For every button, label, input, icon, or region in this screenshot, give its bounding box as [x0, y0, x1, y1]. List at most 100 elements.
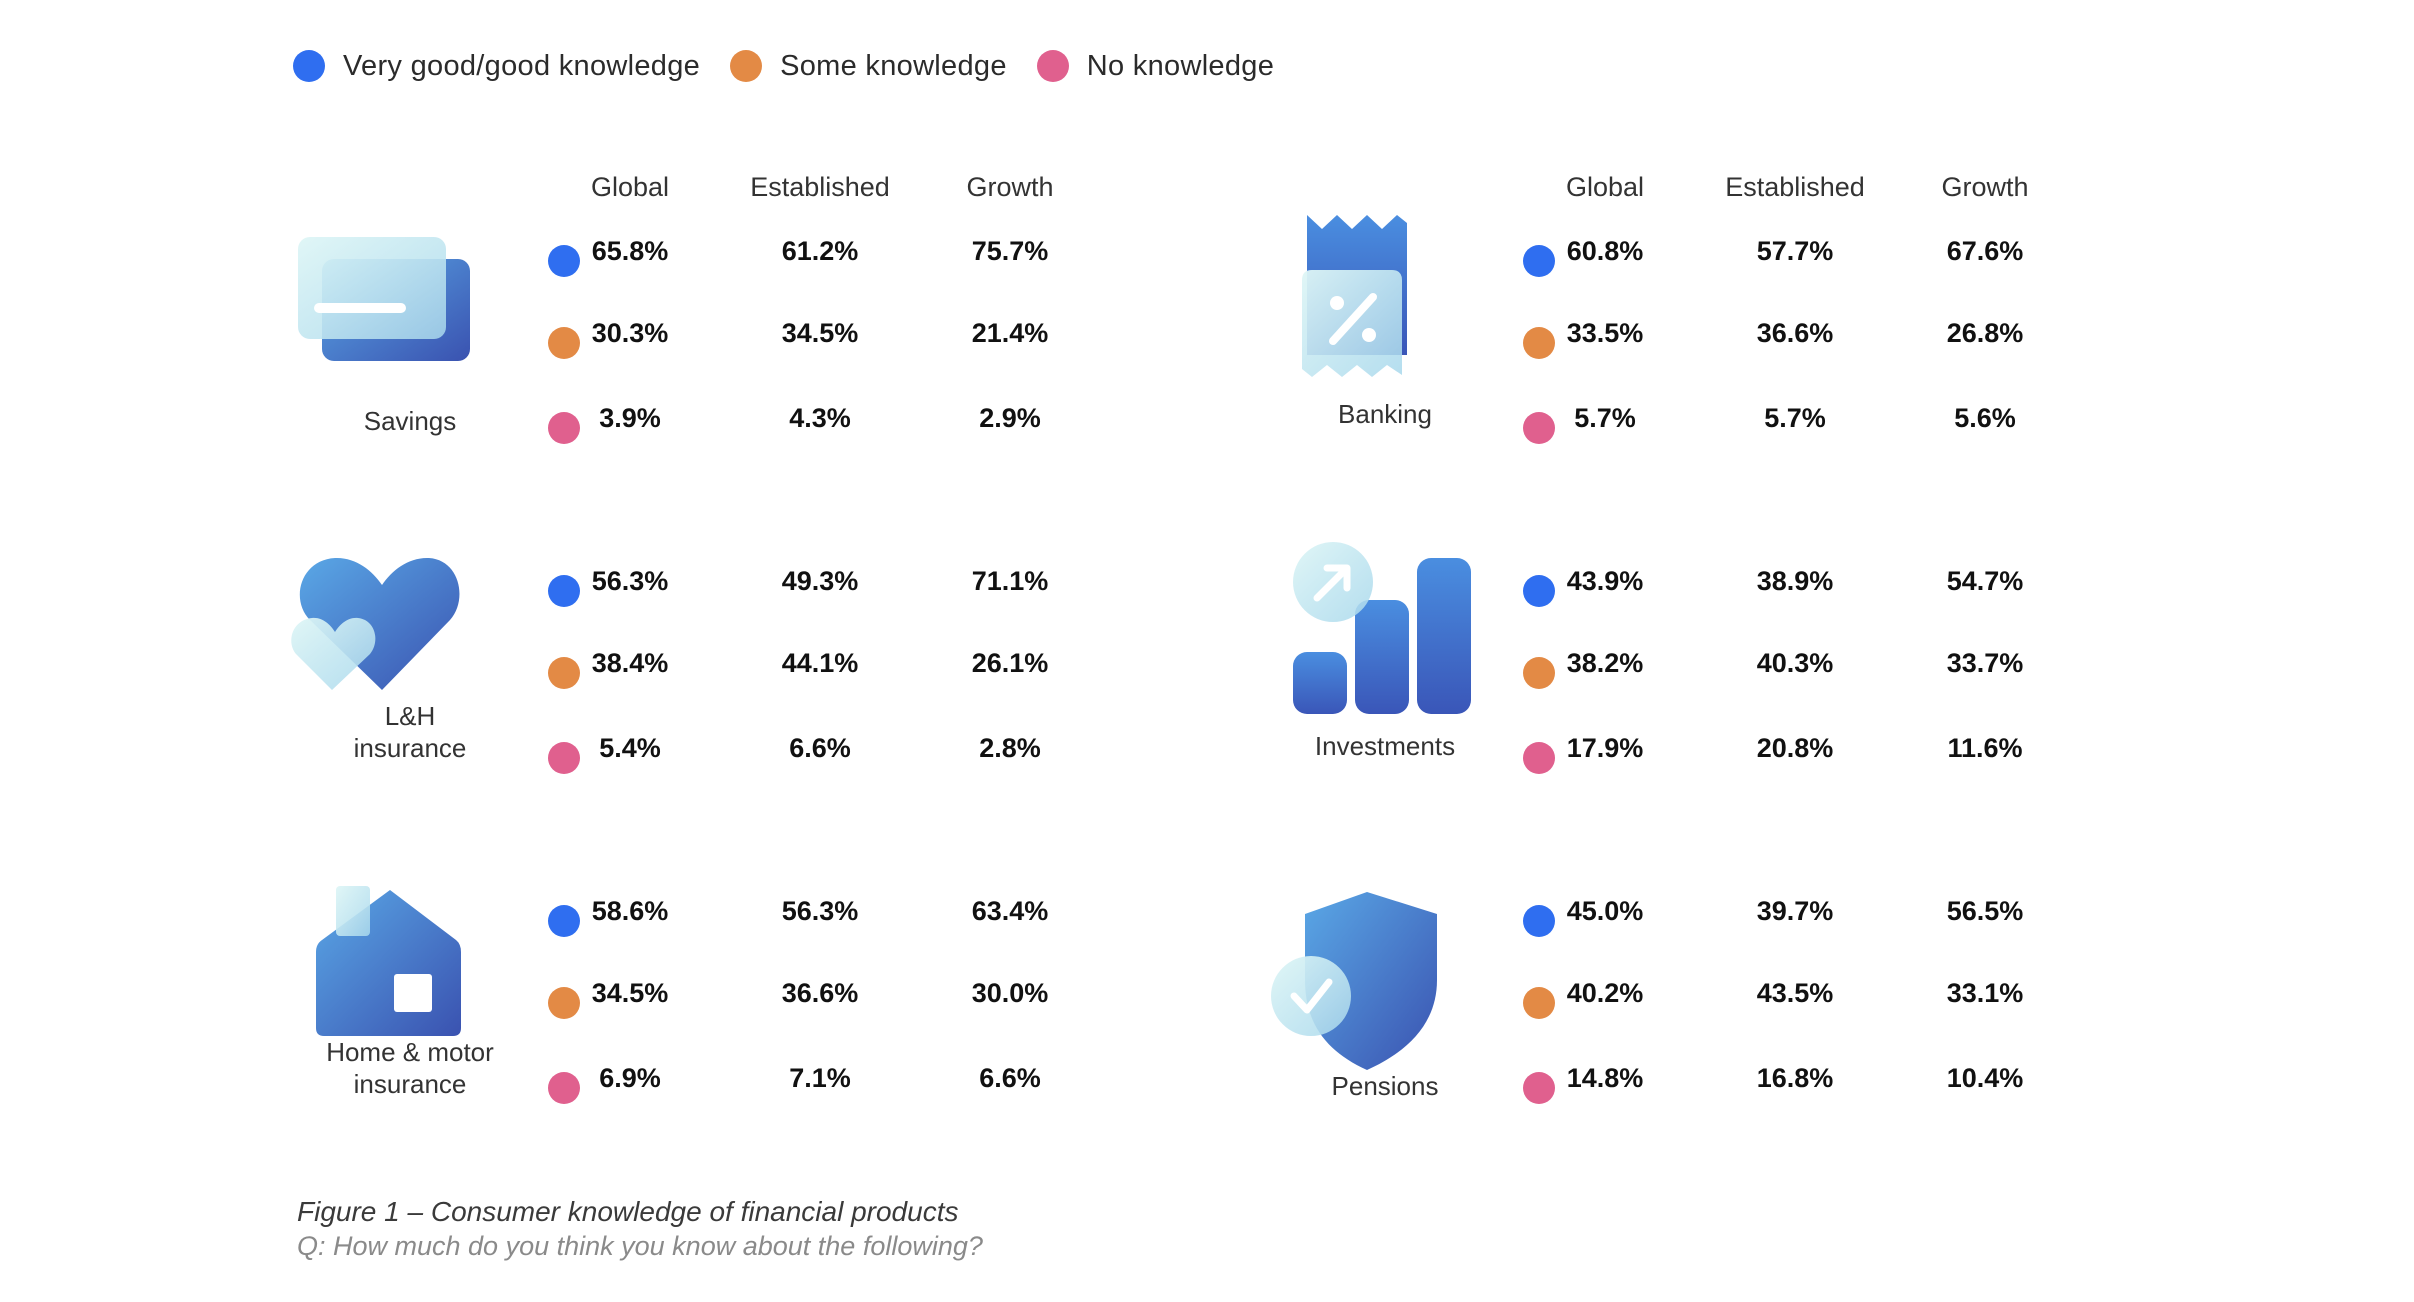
value-cell: 26.8% — [1946, 318, 2024, 348]
row-level-dot — [548, 657, 580, 689]
row-level-dot — [548, 987, 580, 1019]
value-cell: 34.5% — [591, 978, 669, 1008]
value-cell: 16.8% — [1756, 1063, 1834, 1093]
house-icon — [316, 886, 461, 1036]
value-cell: 17.9% — [1566, 733, 1644, 763]
legend-label-some: Some knowledge — [780, 49, 1007, 82]
column-header: Global — [1565, 172, 1645, 202]
value-cell: 3.9% — [599, 403, 661, 433]
row-level-dot — [548, 905, 580, 937]
legend-dot-some — [730, 50, 763, 82]
value-cell: 5.7% — [1574, 403, 1636, 433]
column-header: Established — [1725, 172, 1865, 202]
value-cell: 56.3% — [591, 566, 669, 596]
value-cell: 4.3% — [789, 403, 851, 433]
value-cell: 43.5% — [1756, 978, 1834, 1008]
value-cell: 54.7% — [1946, 566, 2024, 596]
value-cell: 58.6% — [591, 896, 669, 926]
credit-card-icon — [298, 237, 470, 361]
value-cell: 60.8% — [1566, 236, 1644, 266]
value-cell: 6.6% — [979, 1063, 1041, 1093]
category-label: Investments — [1314, 731, 1456, 761]
value-cell: 30.0% — [971, 978, 1049, 1008]
value-cell: 33.5% — [1566, 318, 1644, 348]
value-cell: 2.8% — [979, 733, 1041, 763]
row-level-dot — [1523, 742, 1555, 774]
column-header: Established — [750, 172, 890, 202]
value-cell: 63.4% — [971, 896, 1049, 926]
value-cell: 65.8% — [591, 236, 669, 266]
value-cell: 44.1% — [781, 648, 859, 678]
category-icon-wrap: Banking — [1255, 160, 1555, 490]
value-cell: 36.6% — [781, 978, 859, 1008]
value-cell: 49.3% — [781, 566, 859, 596]
legend-item-none: No knowledge — [1036, 49, 1275, 83]
value-cell: 34.5% — [781, 318, 859, 348]
value-cell: 38.2% — [1566, 648, 1644, 678]
value-cell: 75.7% — [971, 236, 1049, 266]
category-label: Banking — [1338, 399, 1432, 429]
row-level-dot — [1523, 987, 1555, 1019]
value-cell: 43.9% — [1566, 566, 1644, 596]
value-cell: 40.3% — [1756, 648, 1834, 678]
row-level-dot — [1523, 905, 1555, 937]
row-level-dot — [548, 327, 580, 359]
value-cell: 45.0% — [1566, 896, 1644, 926]
category-icon-wrap: Savings — [280, 160, 580, 490]
value-cell: 14.8% — [1566, 1063, 1644, 1093]
row-level-dot — [548, 412, 580, 444]
value-cell: 7.1% — [789, 1063, 851, 1093]
bar-chart-icon — [1293, 542, 1471, 714]
value-cell: 5.4% — [599, 733, 661, 763]
caption-question: Q: How much do you think you know about … — [297, 1231, 983, 1261]
value-cell: 39.7% — [1756, 896, 1834, 926]
row-level-dot — [1523, 245, 1555, 277]
category-panel: Banking Global Established Growth 60.8% 57.7%… — [1255, 160, 2255, 490]
legend-label-none: No knowledge — [1086, 49, 1275, 82]
category-label: L&H insurance — [353, 701, 467, 763]
value-cell: 11.6% — [1947, 733, 2023, 763]
column-header: Growth — [1941, 172, 2029, 202]
category-panel: Home & motor insurance 58.6% 56.3% 63.4% 34.… — [280, 820, 1280, 1150]
row-level-dot — [1523, 575, 1555, 607]
category-icon-wrap: Pensions — [1255, 820, 1555, 1150]
value-cell: 10.4% — [1946, 1063, 2024, 1093]
legend-item-some: Some knowledge — [730, 50, 1007, 83]
heart-icon — [291, 557, 460, 690]
row-level-dot — [1523, 657, 1555, 689]
column-header: Global — [590, 172, 670, 202]
row-level-dot — [1523, 412, 1555, 444]
category-panel: L&H insurance 56.3% 49.3% 71.1% 38.4% 44.1% 26… — [280, 490, 1280, 820]
value-cell: 5.7% — [1764, 403, 1826, 433]
value-cell: 71.1% — [971, 566, 1049, 596]
value-cell: 57.7% — [1756, 236, 1834, 266]
value-cell: 26.1% — [971, 648, 1049, 678]
value-cell: 30.3% — [591, 318, 669, 348]
category-label: Pensions — [1331, 1071, 1439, 1101]
row-level-dot — [548, 245, 580, 277]
receipt-percent-icon — [1302, 215, 1407, 377]
figure-caption: Figure 1 – Consumer knowledge of financi… — [297, 1195, 983, 1263]
row-level-dot — [548, 1072, 580, 1104]
category-icon-wrap: L&H insurance — [280, 490, 580, 820]
value-cell: 6.6% — [789, 733, 851, 763]
legend: Very good/good knowledge Some knowledge … — [293, 44, 1304, 88]
value-cell: 56.5% — [1946, 896, 2024, 926]
legend-dot-none — [1036, 50, 1069, 82]
value-cell: 38.9% — [1756, 566, 1834, 596]
category-panel: Investments 43.9% 38.9% 54.7% 38.2% 40.3% 33.7… — [1255, 490, 2255, 820]
value-cell: 67.6% — [1946, 236, 2024, 266]
category-label: Savings — [363, 406, 457, 436]
row-level-dot — [1523, 1072, 1555, 1104]
value-cell: 61.2% — [781, 236, 859, 266]
shield-check-icon — [1271, 892, 1437, 1070]
category-icon-wrap: Home & motor insurance — [280, 820, 580, 1150]
value-cell: 5.6% — [1954, 403, 2016, 433]
column-header: Growth — [966, 172, 1054, 202]
value-cell: 21.4% — [971, 318, 1049, 348]
value-cell: 36.6% — [1756, 318, 1834, 348]
value-cell: 33.1% — [1946, 978, 2024, 1008]
category-icon-wrap: Investments — [1255, 490, 1555, 820]
legend-dot-good — [293, 50, 325, 82]
legend-item-good: Very good/good knowledge — [293, 50, 700, 83]
